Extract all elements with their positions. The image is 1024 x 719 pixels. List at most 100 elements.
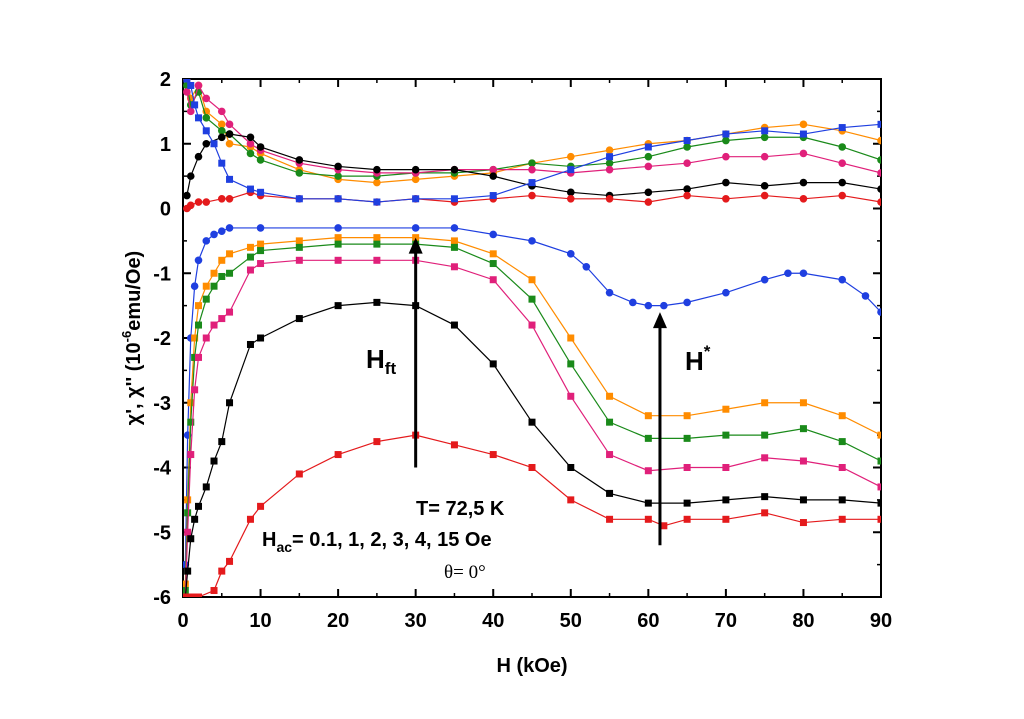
data-point [225, 194, 234, 203]
data-point [450, 441, 458, 449]
data-point [183, 79, 191, 83]
data-point [644, 162, 653, 171]
y-tick-label: -6 [153, 587, 171, 609]
data-point [295, 169, 304, 177]
data-point [528, 179, 536, 187]
data-point [187, 451, 195, 459]
data-point [877, 120, 881, 128]
data-point [226, 175, 234, 183]
y-tick-label: -3 [153, 393, 171, 415]
x-tick-labels: 0 10 20 30 40 50 60 70 80 90 [177, 610, 892, 632]
data-point [373, 240, 381, 248]
data-point [257, 334, 265, 342]
data-point [683, 464, 691, 471]
data-point [644, 412, 652, 420]
data-point [799, 457, 807, 465]
data-point [373, 234, 381, 242]
data-point [184, 528, 192, 536]
data-point [683, 434, 691, 442]
data-point [644, 143, 652, 151]
data-point [334, 172, 342, 180]
data-point [210, 587, 218, 595]
data-point [411, 175, 420, 184]
data-point [412, 195, 420, 203]
data-point [799, 425, 807, 433]
data-point [528, 276, 536, 284]
data-point [217, 127, 226, 135]
x-tick-label: 0 [177, 610, 188, 632]
data-point [799, 149, 808, 158]
x-tick-label: 80 [792, 610, 814, 632]
data-point [217, 107, 226, 116]
data-point [489, 260, 497, 268]
data-point [295, 470, 303, 478]
plot-frame [182, 78, 882, 598]
data-point [256, 156, 265, 164]
data-point [183, 88, 191, 96]
data-point [761, 127, 769, 135]
data-point [218, 315, 226, 323]
data-point [683, 159, 691, 167]
y-tick-labels: 2 1 0 -1 -2 -3 -4 -5 -6 [153, 69, 172, 609]
data-point [334, 224, 342, 232]
data-point [489, 230, 498, 239]
data-point [191, 353, 199, 361]
data-point [722, 130, 730, 138]
data-point [877, 457, 881, 465]
data-point [187, 399, 195, 407]
data-point [334, 451, 342, 459]
data-point [566, 194, 575, 203]
data-point [217, 227, 226, 235]
data-point [683, 298, 691, 307]
data-point [295, 315, 303, 323]
data-point [217, 133, 226, 142]
data-point [334, 162, 342, 171]
data-point [644, 434, 652, 442]
data-point [450, 243, 458, 251]
data-point [195, 114, 203, 122]
data-point [373, 198, 381, 206]
series-line [186, 83, 881, 174]
x-tick-label: 90 [870, 610, 892, 632]
data-point [605, 159, 614, 167]
y-tick-label: -2 [153, 328, 171, 350]
data-point [246, 515, 254, 523]
data-point [246, 133, 255, 142]
data-point [799, 130, 807, 138]
data-point [373, 256, 381, 264]
y-tick-label: 2 [160, 69, 171, 91]
data-point [877, 136, 881, 145]
data-point [210, 269, 218, 277]
data-point [202, 282, 210, 290]
data-point [838, 412, 846, 420]
data-point [838, 124, 846, 132]
data-point [877, 156, 881, 164]
data-point [606, 418, 614, 426]
data-point [799, 496, 807, 504]
data-point [195, 593, 203, 597]
data-point [195, 353, 203, 361]
data-point [225, 120, 234, 129]
data-point [683, 137, 691, 145]
series-3 [183, 130, 881, 200]
data-point [183, 191, 191, 200]
data-point [567, 166, 575, 174]
data-point [799, 519, 807, 527]
data-point [567, 334, 575, 342]
data-point [605, 165, 614, 174]
data-point [202, 483, 210, 491]
hstar-label-sup: * [704, 342, 711, 361]
data-point [257, 502, 265, 510]
data-point [218, 438, 226, 446]
data-point [246, 253, 254, 261]
data-point [838, 438, 846, 446]
data-point [246, 243, 254, 251]
data-point [838, 464, 846, 471]
data-point [256, 224, 265, 232]
data-point [187, 593, 195, 597]
hstar-arrow-head [652, 312, 667, 329]
data-point [722, 496, 730, 504]
data-point [186, 172, 195, 180]
data-point [194, 256, 203, 265]
data-point [566, 152, 575, 161]
